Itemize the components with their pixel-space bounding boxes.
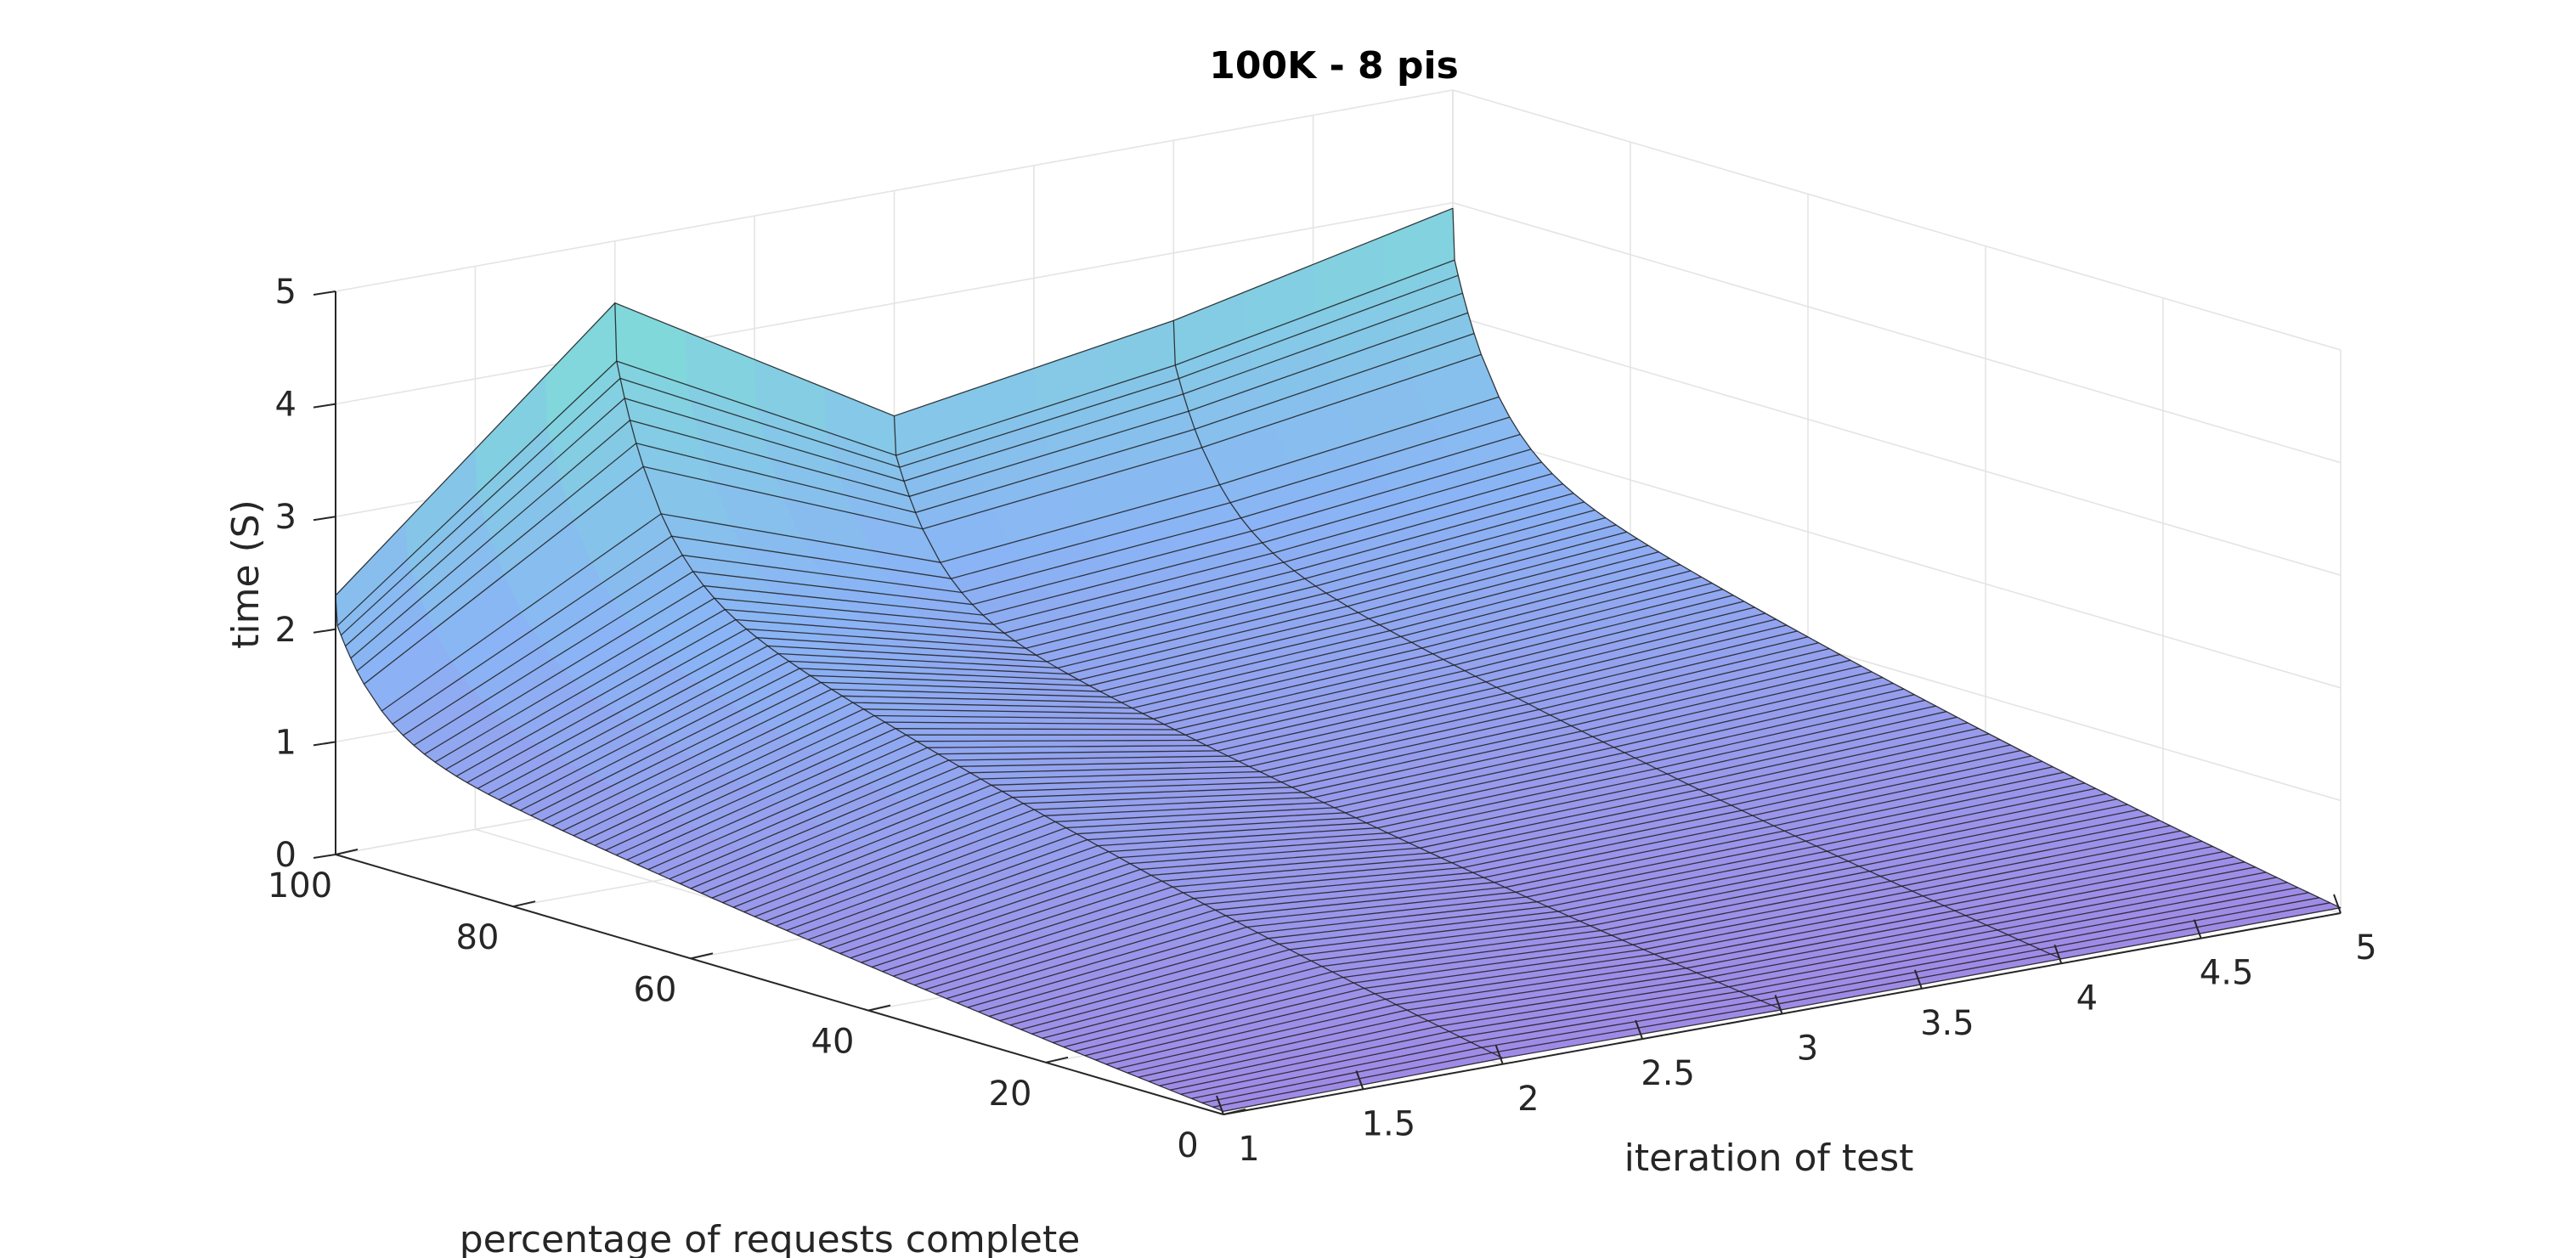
z-tick-mark bbox=[313, 741, 336, 747]
z-tick-mark bbox=[313, 854, 336, 859]
y-tick-label: 0 bbox=[1177, 1126, 1198, 1165]
x-tick-mark bbox=[2333, 894, 2342, 914]
surface-patch bbox=[905, 734, 988, 742]
z-tick-mark bbox=[313, 516, 336, 522]
surface-patch bbox=[894, 728, 978, 736]
side-wall-grid-z bbox=[1452, 201, 2342, 464]
y-tick-mark bbox=[512, 900, 536, 908]
x-tick-label: 4.5 bbox=[2200, 954, 2254, 993]
surface-patch bbox=[1045, 734, 1127, 742]
y-tick-mark bbox=[867, 1004, 891, 1012]
side-wall-grid-z bbox=[1452, 89, 2342, 351]
z-tick-mark bbox=[313, 628, 336, 634]
x-tick-mark bbox=[1913, 969, 1923, 990]
y-tick-mark bbox=[690, 952, 714, 960]
x-tick-label: 3 bbox=[1797, 1030, 1818, 1069]
z-tick-label: 1 bbox=[275, 723, 297, 762]
x-tick-label: 5 bbox=[2355, 928, 2376, 967]
z-tick-label: 4 bbox=[275, 386, 297, 425]
y-tick-label: 40 bbox=[811, 1023, 855, 1062]
mesh-line-iteration bbox=[335, 595, 1224, 1112]
y-tick-label: 20 bbox=[989, 1075, 1032, 1114]
y-tick-label: 80 bbox=[456, 918, 500, 957]
z-tick-label: 2 bbox=[275, 611, 297, 650]
side-wall-grid-z bbox=[1452, 427, 2342, 689]
surface-patch bbox=[974, 734, 1058, 742]
y-tick-mark bbox=[335, 849, 359, 855]
surface-patch bbox=[963, 728, 1047, 736]
x-tick-label: 1 bbox=[1238, 1130, 1259, 1169]
z-tick-mark bbox=[313, 403, 336, 409]
surface-patch bbox=[1115, 734, 1196, 742]
y-tick-mark bbox=[1045, 1056, 1069, 1063]
y-axis-label: percentage of requests complete bbox=[460, 1218, 1081, 1258]
x-tick-mark bbox=[1355, 1070, 1364, 1090]
x-tick-label: 4 bbox=[2076, 979, 2098, 1018]
x-tick-mark bbox=[1494, 1045, 1504, 1065]
back-wall-grid-z bbox=[335, 89, 1454, 292]
y-tick-mark bbox=[1223, 1109, 1246, 1115]
x-tick-label: 3.5 bbox=[1920, 1004, 1974, 1043]
z-tick-label: 5 bbox=[275, 273, 297, 312]
x-axis-label: iteration of test bbox=[1624, 1137, 1914, 1180]
x-tick-mark bbox=[1216, 1095, 1224, 1115]
chart-title: 100K - 8 pis bbox=[1209, 44, 1459, 87]
x-tick-label: 1.5 bbox=[1362, 1104, 1416, 1143]
x-tick-mark bbox=[2193, 919, 2202, 939]
mesh-line-iteration bbox=[893, 415, 1782, 1011]
x-tick-label: 2.5 bbox=[1641, 1054, 1695, 1093]
x-tick-mark bbox=[2053, 944, 2063, 964]
z-tick-label: 0 bbox=[275, 836, 297, 875]
x-tick-mark bbox=[1635, 1019, 1644, 1040]
x-tick-mark bbox=[1774, 995, 1783, 1014]
mesh-line-iteration bbox=[614, 302, 1504, 1059]
z-tick-label: 3 bbox=[275, 498, 297, 537]
x-tick-label: 2 bbox=[1517, 1080, 1539, 1119]
z-axis-label: time (S) bbox=[224, 499, 268, 649]
z-tick-mark bbox=[313, 291, 336, 296]
y-tick-label: 100 bbox=[268, 866, 332, 905]
y-axis-line bbox=[335, 854, 1224, 1115]
mesh-line-iteration bbox=[1172, 320, 2062, 960]
mesh-line-iteration bbox=[1452, 208, 2342, 909]
back-wall-grid-z bbox=[335, 201, 1454, 405]
surface-patch bbox=[1035, 728, 1116, 736]
surface bbox=[335, 207, 2342, 1112]
side-wall-grid-z bbox=[1452, 314, 2342, 576]
y-tick-label: 60 bbox=[634, 970, 677, 1009]
